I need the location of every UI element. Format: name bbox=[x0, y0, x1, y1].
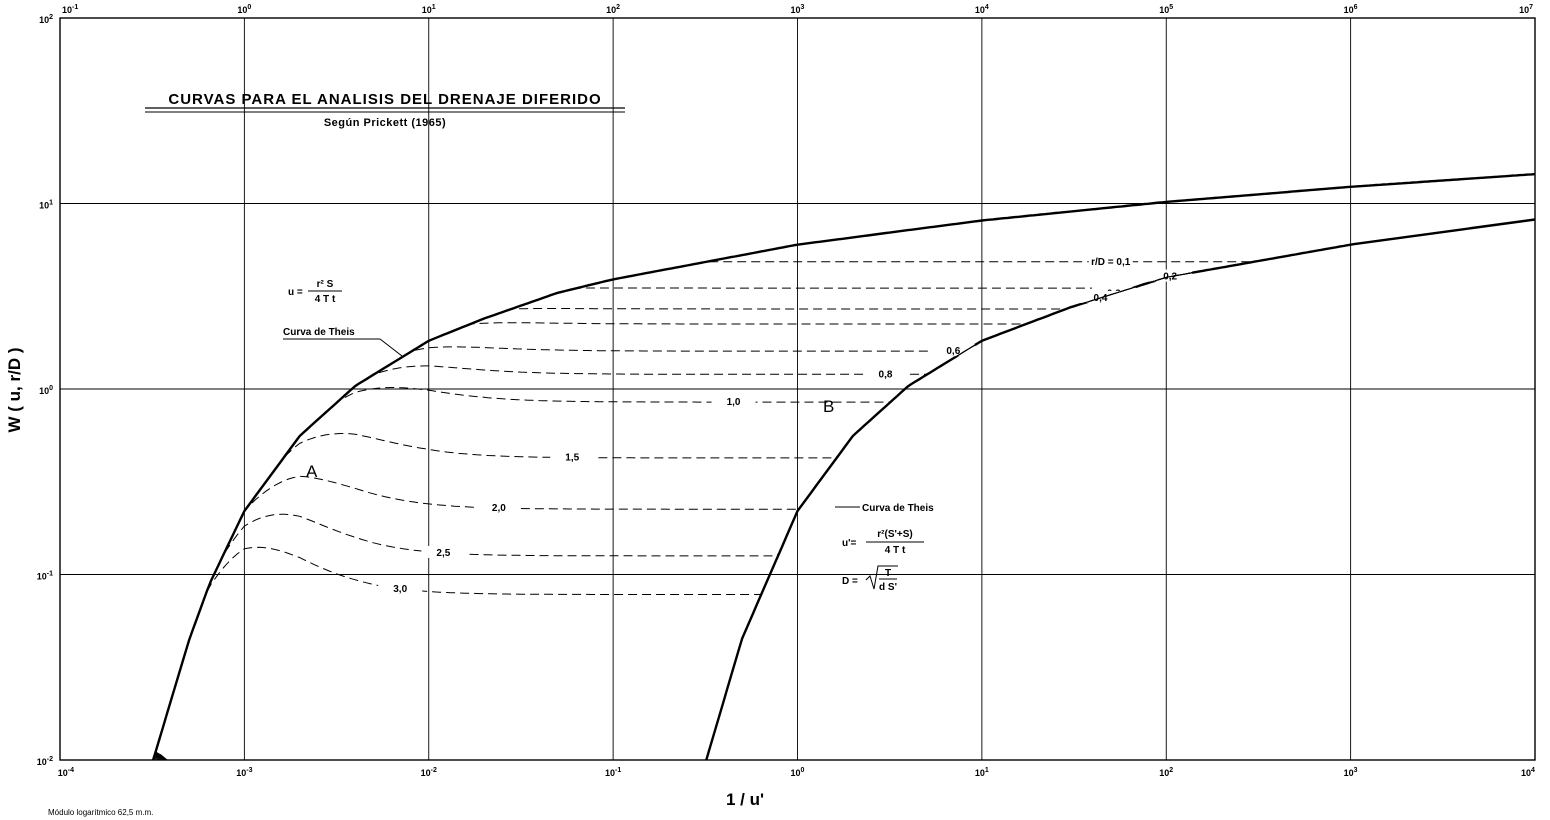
rd-curve-4 bbox=[155, 219, 1536, 761]
formula-d-denominator: d S' bbox=[879, 582, 897, 593]
rd-label-bg bbox=[550, 450, 595, 463]
x-tick-label: 10-4 bbox=[58, 767, 74, 778]
formula-u-lhs: u = bbox=[288, 287, 303, 298]
rd-curve-3 bbox=[155, 219, 1536, 761]
y-tick-label: 10-2 bbox=[37, 756, 53, 767]
rd-curve-9 bbox=[155, 219, 1536, 761]
x-tick-label: 100 bbox=[791, 767, 805, 778]
rd-label-8: 1,5 bbox=[565, 453, 579, 464]
tick-labels: 10-4 10-3 10-2 10-1 100 101 102 103 104 10-1 100 10… bbox=[37, 4, 1535, 778]
y-tick-label: 10-1 bbox=[37, 571, 53, 582]
rd-label-bg bbox=[931, 344, 976, 357]
rd-label-bg bbox=[863, 367, 908, 380]
region-b-label: B bbox=[823, 397, 834, 416]
top-x-tick-label: 106 bbox=[1344, 4, 1358, 15]
rd-curve-5 bbox=[155, 219, 1536, 761]
top-x-tick-label: 107 bbox=[1519, 4, 1533, 15]
formula-u-prime-numerator: r²(S'+S) bbox=[877, 529, 912, 540]
x-tick-label: 10-2 bbox=[421, 767, 437, 778]
top-x-tick-label: 100 bbox=[237, 4, 251, 15]
rd-label-bg bbox=[1088, 254, 1133, 267]
rd-curve-2 bbox=[155, 219, 1536, 761]
rd-label-bg bbox=[476, 501, 521, 514]
rd-curve-11 bbox=[155, 219, 1536, 761]
plot-curves: r/D = 0,10,20,30,40,60,81,01,52,02,53,0 bbox=[151, 172, 1536, 761]
rd-label-bg bbox=[1148, 269, 1193, 282]
plot-frame bbox=[59, 17, 1536, 761]
rd-curve-10 bbox=[155, 219, 1536, 761]
rd-label-6: 0,8 bbox=[879, 369, 893, 380]
rd-curve-8 bbox=[155, 219, 1536, 761]
x-tick-label: 103 bbox=[1344, 767, 1358, 778]
x-axis-title: 1 / u' bbox=[726, 790, 764, 809]
formula-u-numerator: r² S bbox=[317, 279, 334, 290]
chart-title: CURVAS PARA EL ANALISIS DEL DRENAJE DIFE… bbox=[168, 91, 601, 108]
x-tick-label: 104 bbox=[1521, 767, 1535, 778]
formula-u-prime-lhs: u'= bbox=[842, 538, 856, 549]
rd-label-11: 3,0 bbox=[393, 584, 407, 595]
y-tick-label: 101 bbox=[39, 200, 53, 211]
rd-label-4: 0,4 bbox=[1094, 293, 1108, 304]
rd-curve-6 bbox=[155, 219, 1536, 761]
rd-curve-7 bbox=[155, 219, 1536, 761]
rd-curve-1 bbox=[154, 219, 1536, 761]
theis-a-label: Curva de Theis bbox=[283, 327, 355, 338]
top-x-tick-label: 102 bbox=[606, 4, 620, 15]
x-tick-label: 10-3 bbox=[236, 767, 252, 778]
formula-u-prime-denominator: 4 T t bbox=[885, 545, 906, 556]
y-axis-title: W ( u, r/D ) bbox=[5, 348, 24, 433]
rd-label-7: 1,0 bbox=[727, 397, 741, 408]
theis-a-pointer bbox=[379, 338, 403, 357]
theis-b-label: Curva de Theis bbox=[862, 503, 934, 514]
y-tick-label: 100 bbox=[39, 385, 53, 396]
rd-label-1: r/D = 0,1 bbox=[1091, 257, 1131, 268]
rd-label-9: 2,0 bbox=[492, 503, 506, 514]
rd-label-2: 0,2 bbox=[1163, 272, 1177, 283]
x-tick-label: 102 bbox=[1159, 767, 1173, 778]
rd-label-5: 0,6 bbox=[946, 346, 960, 357]
top-x-tick-label: 104 bbox=[975, 4, 989, 15]
formula-u-denominator: 4 T t bbox=[315, 294, 336, 305]
formula-d-radical bbox=[865, 565, 898, 590]
rd-label-10: 2,5 bbox=[436, 548, 450, 559]
x-tick-label: 10-1 bbox=[605, 767, 621, 778]
top-x-tick-label: 103 bbox=[791, 4, 805, 15]
rd-label-bg bbox=[711, 395, 756, 408]
top-x-tick-label: 105 bbox=[1159, 4, 1173, 15]
grid-lines bbox=[60, 18, 1535, 760]
rd-label-bg bbox=[421, 545, 466, 558]
top-x-tick-label: 101 bbox=[422, 4, 436, 15]
chart-subtitle: Según Prickett (1965) bbox=[324, 117, 446, 129]
region-a-label: A bbox=[306, 462, 318, 481]
top-x-tick-label: 10-1 bbox=[62, 4, 78, 15]
rd-label-bg bbox=[378, 581, 423, 594]
x-tick-label: 101 bbox=[975, 767, 989, 778]
footnote: Módulo logarítmico 62,5 m.m. bbox=[48, 808, 153, 817]
formula-d-numerator: T bbox=[885, 568, 891, 579]
formula-d-lhs: D = bbox=[842, 576, 858, 587]
y-tick-label: 102 bbox=[39, 14, 53, 25]
